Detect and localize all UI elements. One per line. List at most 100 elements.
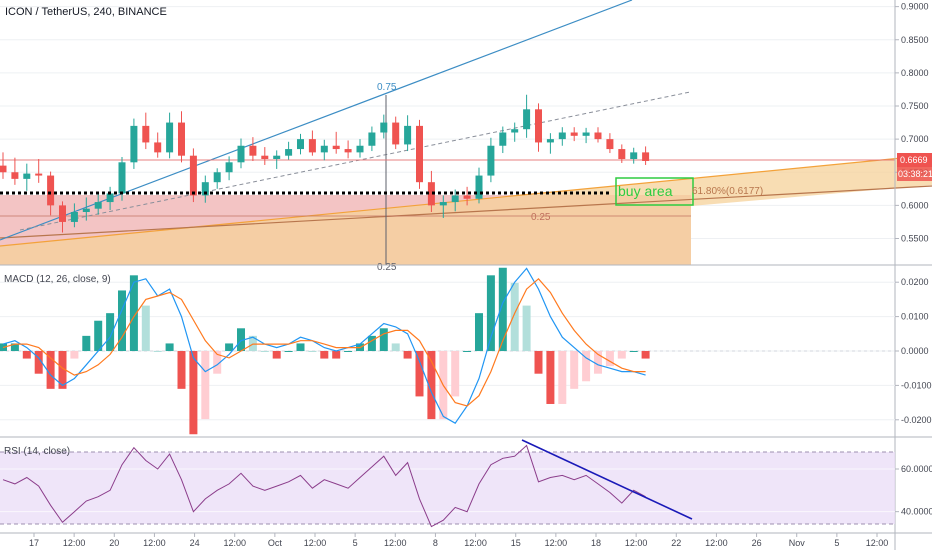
- candle-body: [189, 155, 197, 196]
- time-tick-label: Nov: [789, 538, 806, 548]
- candle: [546, 133, 554, 154]
- candle: [273, 150, 281, 169]
- macd-histogram-bar: [582, 351, 591, 382]
- rsi-axis-ticks: 60.0000 40.0000: [895, 464, 932, 517]
- macd-histogram-bar: [486, 275, 495, 351]
- macd-histogram-bar: [558, 351, 567, 404]
- time-tick-label: 26: [752, 538, 762, 548]
- macd-histogram-bar: [260, 351, 269, 352]
- macd-histogram-bar: [617, 351, 626, 359]
- chart-title: ICON / TetherUS, 240, BINANCE: [5, 6, 167, 18]
- candle: [297, 133, 304, 155]
- candle-body: [439, 202, 447, 206]
- candles: [0, 94, 650, 233]
- macd-histogram-bar: [379, 328, 388, 351]
- macd-histogram-bar: [201, 351, 210, 420]
- candle: [94, 192, 102, 215]
- macd-histogram-bar: [189, 351, 198, 435]
- fib-025-label: 0.25: [531, 212, 551, 223]
- macd-histogram-bar: [391, 343, 400, 351]
- candle: [499, 126, 507, 154]
- candle-body: [392, 122, 400, 145]
- candle: [23, 163, 31, 191]
- macd-histogram-bar: [129, 275, 138, 351]
- candle: [201, 175, 209, 203]
- macd-histogram-bar: [153, 351, 162, 352]
- signal-line: [2, 277, 646, 407]
- time-tick-label: 15: [511, 538, 521, 548]
- macd-histogram-bar: [451, 351, 460, 397]
- macd-histogram-bar: [403, 351, 412, 359]
- macd-histogram-bar: [165, 343, 174, 351]
- candle-body: [570, 132, 578, 136]
- buy-area-label: buy area: [618, 183, 673, 199]
- macd-histogram-bar: [22, 351, 31, 359]
- price-tick-label: 0.8000: [901, 68, 929, 78]
- macd-histogram-bar: [629, 351, 638, 352]
- rsi-tick-label: 60.0000: [901, 464, 932, 474]
- candle-body: [487, 145, 495, 176]
- fib-025-lower-label: 0.25: [377, 262, 397, 273]
- candle: [487, 137, 495, 183]
- rsi-grid: [0, 468, 895, 513]
- candle-body: [118, 162, 126, 194]
- candle: [642, 146, 650, 165]
- candle: [332, 131, 340, 154]
- rsi-label: RSI (14, close): [4, 446, 70, 457]
- time-tick-label: 12:00: [143, 538, 166, 548]
- buy-area-box: [615, 177, 694, 206]
- macd-histogram-bar: [237, 328, 245, 351]
- candle: [475, 167, 483, 204]
- fib-upper-line: [0, 154, 932, 247]
- macd-histogram-bar: [34, 351, 43, 374]
- macd-histogram-bar: [94, 320, 103, 351]
- candle: [0, 152, 7, 179]
- candle-body: [546, 139, 554, 143]
- candle: [35, 159, 43, 183]
- macd-histogram-bar: [510, 282, 519, 351]
- macd-histogram-bar: [463, 351, 472, 352]
- candle-body: [94, 202, 102, 209]
- candle: [404, 115, 412, 152]
- macd-histogram-bar: [367, 335, 376, 351]
- candle-body: [356, 145, 364, 153]
- candle: [142, 112, 150, 150]
- candle-body: [427, 182, 435, 206]
- candle-body: [47, 175, 55, 206]
- candle-body: [166, 122, 174, 153]
- candle-body: [261, 155, 269, 159]
- candle: [392, 116, 400, 150]
- macd-histogram-bar: [177, 351, 186, 389]
- candle: [82, 197, 90, 221]
- fib-618-label: 61.80%(0.6177): [692, 186, 763, 197]
- candle: [237, 138, 245, 169]
- candle: [213, 168, 221, 189]
- candle-body: [178, 122, 185, 156]
- macd-histogram-bar: [141, 305, 150, 351]
- macd-histogram-bar: [46, 351, 55, 389]
- macd-histogram-bar: [296, 343, 305, 351]
- candle-body: [463, 195, 471, 199]
- macd-histogram-bar: [272, 351, 281, 359]
- macd-label: MACD (12, 26, close, 9): [4, 274, 111, 285]
- time-tick-label: 22: [671, 538, 681, 548]
- macd-histogram-bar: [308, 351, 317, 352]
- candle-body: [106, 193, 114, 203]
- candle: [344, 140, 352, 159]
- candle-body: [475, 175, 483, 199]
- candle-body: [523, 109, 531, 130]
- candle: [285, 141, 293, 160]
- candle-body: [213, 172, 221, 183]
- time-tick-label: 12:00: [63, 538, 86, 548]
- candle: [427, 170, 435, 212]
- macd-histogram-bar: [248, 335, 257, 351]
- candle-body: [201, 182, 209, 196]
- candle-body: [225, 162, 233, 173]
- channel-midline: [19, 91, 691, 231]
- candle: [261, 147, 269, 165]
- candle-body: [59, 205, 66, 222]
- candle: [11, 157, 19, 185]
- rsi-line: [2, 444, 646, 528]
- price-tick-label: 0.5500: [901, 234, 929, 244]
